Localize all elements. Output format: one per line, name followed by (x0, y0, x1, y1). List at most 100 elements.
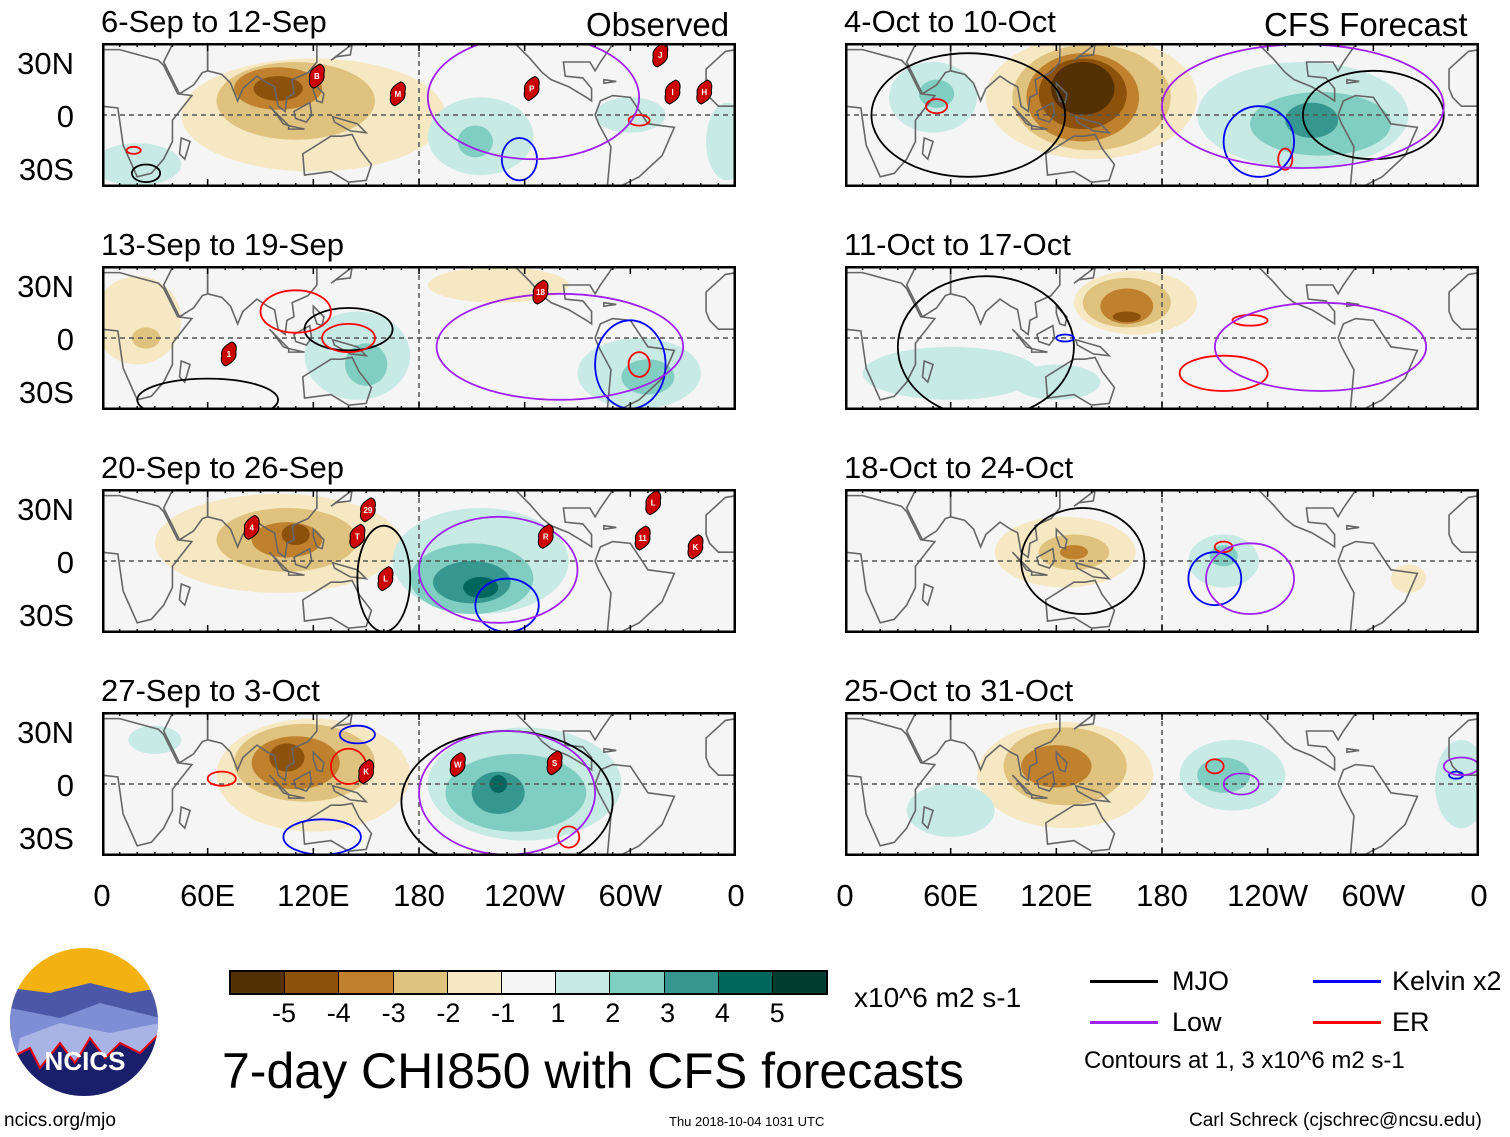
kelvin-contour (338, 724, 376, 745)
coastline (1044, 579, 1116, 629)
x-tick-label: 180 (1136, 878, 1188, 913)
storm-label: 18 (536, 288, 545, 297)
legend-low: Low (1172, 1007, 1222, 1037)
y-tick-label: 30S (18, 598, 74, 633)
map-panel: B M P J I H (102, 43, 736, 187)
low-contour (1442, 756, 1479, 777)
ncics-logo: NCICS (10, 948, 158, 1096)
coastline (603, 78, 617, 85)
er-contour (321, 322, 376, 354)
y-tick-label: 30N (17, 269, 74, 304)
coastline (312, 750, 325, 773)
coastline (1256, 266, 1358, 326)
x-tick-label: 60W (598, 878, 663, 913)
legend-mjo: MJO (1172, 966, 1229, 996)
coastline (603, 301, 617, 308)
coastline (949, 712, 1061, 782)
colorbar-swatch (718, 972, 773, 993)
coastline (1055, 527, 1068, 550)
anomaly-shading (457, 125, 493, 158)
tropical-cyclone-icon: B (308, 63, 325, 89)
colorbar-label: -3 (381, 998, 406, 1028)
er-contour (925, 98, 949, 115)
footer-url[interactable]: ncics.org/mjo (4, 1110, 116, 1131)
legend-er: ER (1392, 1007, 1430, 1037)
mjo-contour (870, 52, 1067, 178)
x-tick-label: 0 (727, 878, 745, 913)
kelvin-contour (1187, 551, 1243, 607)
coastline (287, 570, 305, 576)
map-panel (845, 266, 1479, 410)
colorbar-swatch (772, 972, 827, 993)
coastline (845, 271, 937, 401)
low-contour (418, 515, 579, 624)
coastline (1074, 561, 1112, 580)
coastline (301, 802, 373, 852)
mjo-contour (303, 307, 394, 352)
coastline (603, 747, 617, 754)
low-contour (426, 43, 641, 161)
coastline (1074, 784, 1112, 803)
colorbar-swatch (501, 972, 557, 993)
coastline (178, 805, 192, 830)
contour-note: Contours at 1, 3 x10^6 m2 s-1 (1084, 1047, 1405, 1074)
x-tick-label: 60E (923, 878, 979, 913)
tropical-cyclone-icon: 4 (243, 514, 260, 540)
map-panel: 1 18 (102, 266, 736, 410)
storm-label: P (529, 85, 535, 94)
coastline (1073, 43, 1097, 61)
storm-label: L (651, 499, 656, 508)
coastline (102, 271, 194, 401)
coastline (949, 43, 1061, 113)
coastline (1030, 124, 1048, 130)
coastline (312, 304, 325, 327)
storm-label: H (701, 88, 707, 97)
coastline (268, 105, 290, 127)
tropical-cyclone-icon: H (696, 79, 713, 105)
footer-author: Carl Schreck (cjschrec@ncsu.edu) (1189, 1110, 1482, 1131)
mjo-contour (896, 275, 1075, 410)
y-tick-label: 30S (18, 152, 74, 187)
x-tick-label: 0 (93, 878, 111, 913)
y-tick-label: 0 (56, 768, 74, 803)
tropical-cyclone-icon: L (645, 490, 662, 516)
coastline (603, 524, 617, 531)
coastline (1346, 524, 1360, 531)
coastline (705, 494, 736, 553)
anomaly-shading (471, 771, 525, 815)
colorbar-label: 4 (714, 998, 730, 1028)
coastline (1011, 328, 1033, 350)
coastline (1073, 712, 1097, 730)
coastline (1256, 712, 1358, 772)
low-contour (1213, 301, 1428, 392)
colorbar-label: -1 (491, 998, 516, 1028)
coastline (293, 547, 313, 570)
figure-title: 7-day CHI850 with CFS forecasts (222, 1043, 964, 1099)
coastline (330, 43, 354, 61)
coastline (513, 489, 615, 549)
coastline (268, 328, 290, 350)
storm-label: K (693, 543, 699, 552)
colorbar-swatch (556, 972, 611, 993)
coastline (1030, 793, 1048, 799)
mjo-contour (1020, 507, 1146, 615)
er-contour (557, 825, 581, 849)
coastline (921, 359, 935, 384)
storm-label: 1 (227, 350, 232, 359)
coastline (1011, 105, 1033, 127)
y-tick-label: 0 (56, 545, 74, 580)
anomaly-shading (1051, 62, 1115, 115)
storm-label: 29 (363, 506, 372, 515)
coastline (102, 717, 194, 847)
panel-title: 13-Sep to 19-Sep (101, 227, 345, 262)
tropical-cyclone-icon: 11 (634, 525, 651, 551)
coastline (705, 717, 736, 776)
coastline (705, 48, 736, 107)
panel-title: 25-Oct to 31-Oct (844, 673, 1074, 708)
anomaly-shading (1021, 745, 1092, 788)
coastline (513, 43, 615, 103)
storm-label: J (658, 51, 662, 60)
tropical-cyclone-icon: I (664, 79, 681, 105)
x-tick-label: 120W (484, 878, 566, 913)
coastline (1044, 133, 1116, 183)
